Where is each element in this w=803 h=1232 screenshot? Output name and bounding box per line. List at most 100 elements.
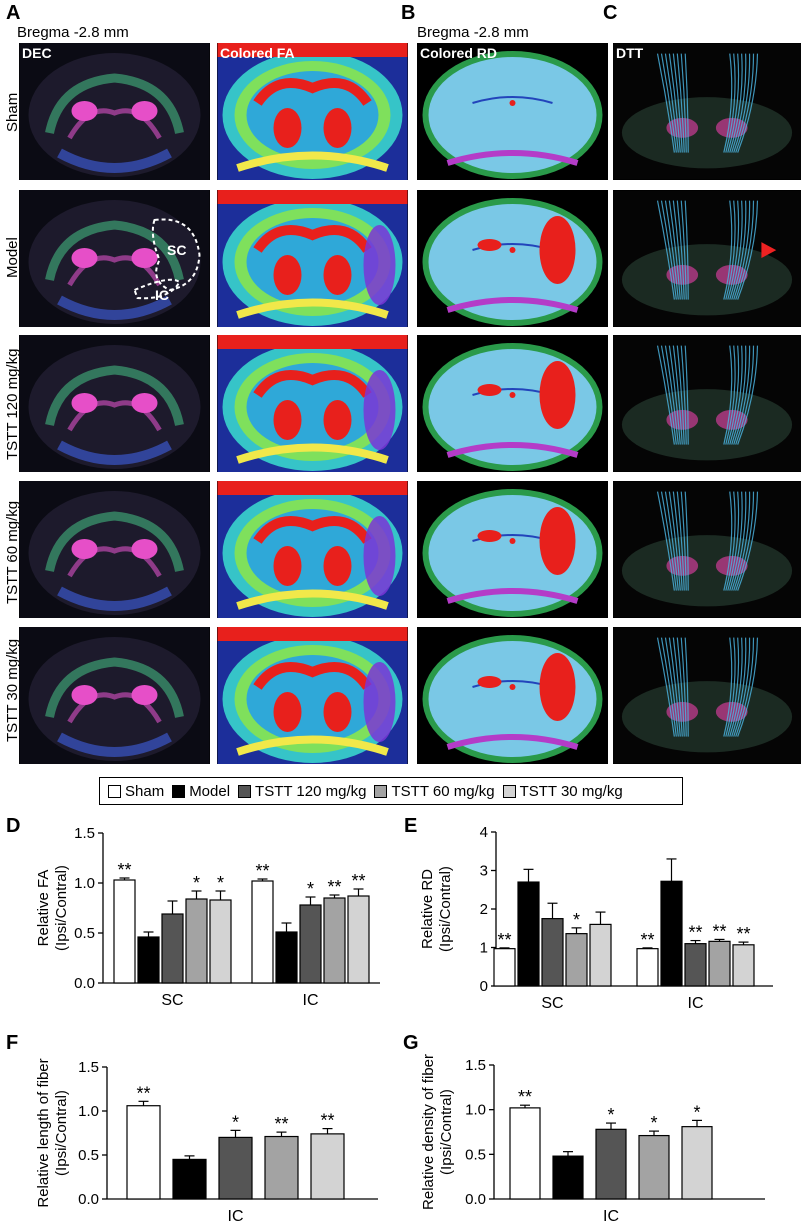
brain-image-fa-row3 [217, 335, 408, 472]
image-label-ic: IC [155, 287, 169, 303]
brain-image-dec-row4 [19, 481, 210, 618]
brain-image-dtt-row1: DTT [613, 43, 801, 180]
significance-marker: * [693, 1102, 700, 1122]
panel-label-b: B [401, 2, 416, 24]
legend-swatch-tstt120 [238, 784, 252, 798]
brain-image-dec-row5 [19, 627, 210, 764]
brain-image-dtt-row4 [613, 481, 801, 618]
brain-image-rd-row3 [417, 335, 608, 472]
bar-ic-1 [126, 1105, 161, 1200]
bregma-label-a: Bregma -2.8 mm [17, 24, 129, 41]
significance-marker: ** [351, 871, 365, 891]
bar-sc-3 [541, 918, 564, 987]
bar-ic-3 [684, 943, 707, 987]
significance-marker: ** [712, 921, 726, 941]
category-label: SC [161, 992, 183, 1009]
panel-label-c: C [603, 2, 618, 24]
y-tick-label: 1.0 [78, 1103, 99, 1120]
brain-image-dtt-row2 [613, 190, 801, 327]
y-axis-label: Relative FA [35, 870, 52, 947]
panel-label-d: D [6, 815, 20, 837]
bar-sc-2 [137, 936, 160, 984]
bar-sc-5 [589, 923, 612, 987]
significance-marker: * [217, 873, 224, 893]
bar-sc-2 [517, 881, 540, 987]
bar-sc-1 [113, 879, 136, 984]
significance-marker: ** [274, 1114, 288, 1134]
category-label: IC [228, 1208, 244, 1225]
brain-image-dtt-row5 [613, 627, 801, 764]
image-label-sc: SC [167, 242, 187, 258]
y-tick-label: 0.5 [78, 1147, 99, 1164]
significance-marker: ** [736, 924, 750, 944]
bar-ic-5 [732, 944, 755, 987]
significance-marker: * [307, 879, 314, 899]
bar-ic-2 [552, 1155, 584, 1200]
brain-image-fa-row2 [217, 190, 408, 327]
y-tick-label: 1.5 [74, 825, 95, 842]
significance-marker: ** [255, 861, 269, 881]
y-axis-label: Relative RD [419, 869, 436, 949]
y-tick-label: 0 [480, 978, 488, 995]
brain-image-fa-row5 [217, 627, 408, 764]
y-tick-label: 1.5 [465, 1057, 486, 1074]
chart-f: F 0.0 0.5 1.0 1.5 Relative length of fiber (Ip… [6, 1032, 378, 1225]
brain-image-dec-row3 [19, 335, 210, 472]
legend-swatch-tstt60 [374, 784, 388, 798]
bregma-label-b: Bregma -2.8 mm [417, 24, 529, 41]
legend-item-tstt30: TSTT 30 mg/kg [502, 782, 623, 800]
brain-image-rd-row1: Colored RD [417, 43, 608, 180]
y-axis-label: (Ipsi/Contral) [53, 1090, 70, 1176]
brain-image-fa-row4 [217, 481, 408, 618]
image-label-dec: DEC [22, 45, 52, 61]
y-tick-label: 1.0 [74, 875, 95, 892]
image-label-dtt: DTT [616, 45, 644, 61]
significance-marker: * [650, 1113, 657, 1133]
category-label: IC [303, 992, 319, 1009]
significance-marker: * [193, 873, 200, 893]
legend-swatch-model [172, 784, 186, 798]
brain-image-dec-row2: SC IC [19, 190, 210, 327]
y-axis-label: Relative length of fiber [35, 1058, 52, 1207]
bar-sc-5 [209, 899, 232, 984]
panel-label-e: E [404, 815, 417, 837]
significance-marker: * [232, 1112, 239, 1132]
y-tick-label: 4 [480, 824, 488, 841]
brain-image-dtt-row3 [613, 335, 801, 472]
category-label: IC [688, 995, 704, 1012]
bar-ic-5 [347, 895, 370, 984]
legend-item-tstt60: TSTT 60 mg/kg [374, 782, 495, 800]
bar-sc-4 [565, 933, 588, 987]
y-axis-label: Relative density of fiber [420, 1054, 437, 1210]
category-label: IC [603, 1208, 619, 1225]
image-label-rd: Colored RD [420, 45, 497, 61]
significance-marker: ** [640, 930, 654, 950]
brain-image-rd-row2 [417, 190, 608, 327]
legend-label-tstt30: TSTT 30 mg/kg [519, 782, 623, 800]
bar-ic-5 [310, 1133, 345, 1200]
legend-item-tstt120: TSTT 120 mg/kg [238, 783, 366, 800]
image-label-fa: Colored FA [220, 45, 295, 61]
legend-label-tstt60: TSTT 60 mg/kg [391, 782, 495, 800]
y-tick-label: 0.5 [465, 1146, 486, 1163]
legend-swatch-sham [108, 784, 121, 798]
y-tick-label: 1 [480, 940, 488, 957]
bar-ic-3 [218, 1136, 253, 1200]
category-label: SC [541, 995, 563, 1012]
bar-ic-2 [275, 931, 298, 984]
y-tick-label: 1.5 [78, 1059, 99, 1076]
brain-image-rd-row4 [417, 481, 608, 618]
brain-image-fa-row1: Colored FA [217, 43, 408, 180]
significance-marker: * [573, 910, 580, 930]
significance-marker: ** [497, 930, 511, 950]
panel-label-f: F [6, 1032, 18, 1054]
legend-label-tstt120: TSTT 120 mg/kg [255, 782, 367, 800]
y-tick-label: 1.0 [465, 1102, 486, 1119]
bar-ic-3 [595, 1128, 627, 1200]
bar-ic-4 [638, 1134, 670, 1200]
significance-marker: ** [320, 1111, 334, 1131]
y-axis-label: (Ipsi/Contral) [438, 1089, 455, 1175]
legend-label-model: Model [189, 782, 231, 800]
